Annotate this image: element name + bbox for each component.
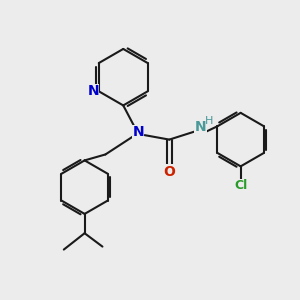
Text: N: N bbox=[88, 84, 99, 98]
Text: H: H bbox=[205, 116, 214, 126]
Text: O: O bbox=[164, 165, 175, 179]
Text: N: N bbox=[195, 120, 206, 134]
Text: N: N bbox=[132, 125, 144, 139]
Text: Cl: Cl bbox=[234, 179, 247, 192]
